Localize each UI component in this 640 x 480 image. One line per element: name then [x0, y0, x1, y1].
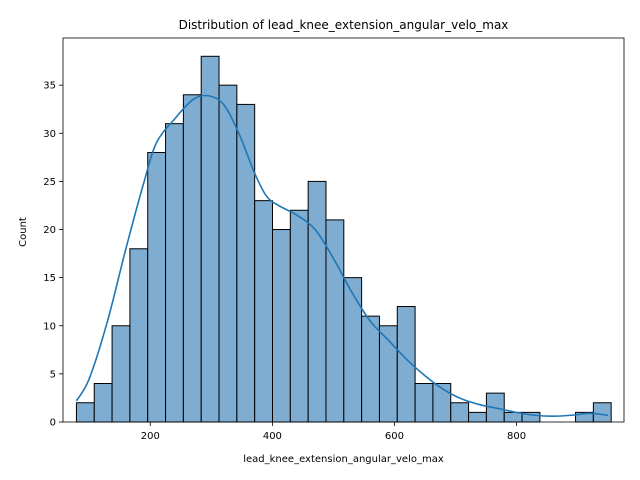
y-tick-label: 0 — [50, 418, 56, 429]
y-tick-label: 5 — [50, 369, 56, 380]
histogram-bar — [75, 402, 95, 423]
histogram-bar — [289, 209, 309, 423]
histogram-bar — [200, 55, 220, 423]
x-axis-label: lead_knee_extension_angular_velo_max — [243, 454, 444, 465]
histogram-bar — [307, 180, 327, 423]
histogram-bar — [343, 277, 363, 423]
histogram-bar — [414, 383, 434, 423]
histogram-bar — [111, 325, 131, 423]
x-axis: 200 400 600 800 — [141, 422, 526, 442]
histogram-bar — [182, 94, 202, 423]
y-tick-label: 30 — [43, 129, 56, 140]
x-tick-label: 400 — [263, 431, 282, 442]
x-tick-label: 800 — [507, 431, 526, 442]
x-tick-label: 600 — [385, 431, 404, 442]
y-tick-label: 10 — [43, 321, 56, 332]
histogram-bar — [450, 402, 470, 423]
histogram-bar — [93, 383, 113, 423]
histogram-bar — [468, 411, 487, 423]
histogram-bar — [592, 402, 612, 423]
histogram-bar — [503, 411, 523, 423]
y-tick-label: 35 — [43, 81, 56, 92]
x-tick-label: 200 — [141, 431, 160, 442]
histogram-bar — [361, 315, 380, 423]
histogram-bar — [147, 152, 167, 423]
bars-group — [75, 55, 612, 423]
y-axis-label: Count — [18, 217, 29, 247]
chart-title: Distribution of lead_knee_extension_angu… — [179, 18, 509, 32]
histogram-bar — [218, 84, 238, 423]
plot-frame — [62, 37, 625, 423]
y-tick-label: 20 — [43, 225, 56, 236]
y-axis: 0 5 10 15 20 25 30 35 — [43, 81, 63, 429]
kde-line — [75, 94, 609, 418]
y-tick-label: 15 — [43, 273, 56, 284]
histogram-bar — [272, 229, 291, 423]
y-tick-label: 25 — [43, 177, 56, 188]
histogram-bar — [254, 200, 274, 423]
histogram-bar — [165, 123, 184, 423]
histogram-bar — [129, 248, 149, 423]
kde-group — [75, 94, 609, 418]
